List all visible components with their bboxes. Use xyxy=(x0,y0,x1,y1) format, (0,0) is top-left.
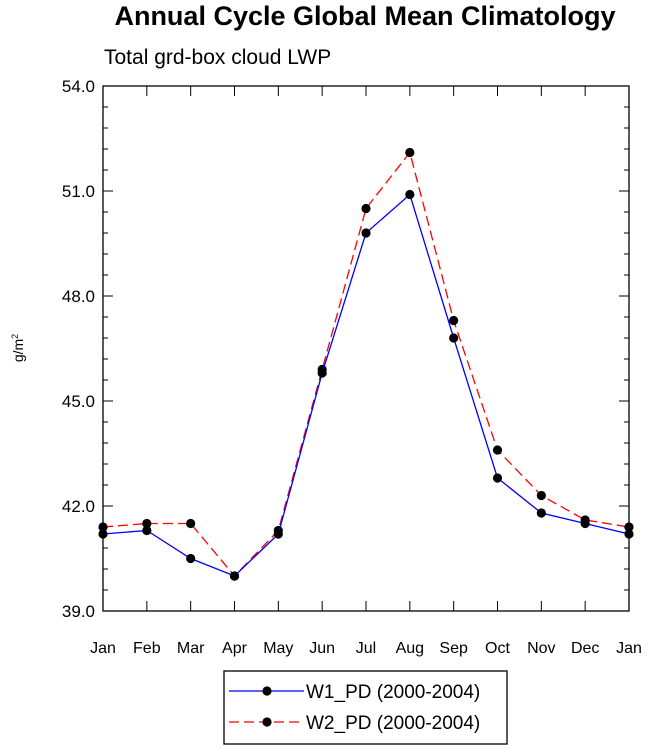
legend-marker-2 xyxy=(262,717,272,727)
series-layer xyxy=(98,147,634,581)
series-1-point xyxy=(449,333,459,343)
series-1-point xyxy=(536,508,546,518)
x-tick-label: Jun xyxy=(309,640,335,657)
x-tick-label: Sep xyxy=(439,640,468,657)
legend-box xyxy=(223,670,508,745)
series-1-point xyxy=(580,518,590,529)
series-1-point xyxy=(361,228,371,238)
series-2-point xyxy=(142,518,152,529)
y-axis-label: g/m2 xyxy=(10,334,26,362)
series-1-point xyxy=(229,571,240,581)
x-tick-label: Aug xyxy=(396,640,424,657)
svg-text:g/m2: g/m2 xyxy=(10,334,26,362)
series-2-point xyxy=(624,522,634,532)
x-tick-label: Mar xyxy=(177,640,205,657)
x-tick-label: Feb xyxy=(133,640,161,657)
y-tick-label: 51.0 xyxy=(62,182,95,201)
y-tick-label: 42.0 xyxy=(62,497,95,516)
chart-title: Annual Cycle Global Mean Climatology xyxy=(114,1,615,31)
y-axis-label-main: g/m xyxy=(10,339,26,362)
x-tick-label: Apr xyxy=(222,640,248,657)
y-tick-label: 39.0 xyxy=(62,602,95,621)
series-line-1 xyxy=(102,193,630,577)
series-1-point xyxy=(492,473,503,483)
series-1-point xyxy=(273,529,283,539)
series-2-point xyxy=(405,147,415,158)
series-1-point xyxy=(98,529,108,539)
series-2-point xyxy=(449,315,459,326)
y-tick-label: 45.0 xyxy=(62,392,95,411)
series-1-point xyxy=(186,553,196,564)
legend-marker-1 xyxy=(262,686,272,696)
series-2-point xyxy=(536,490,546,501)
series-1-point xyxy=(405,189,415,200)
tick-labels: 39.0 42.0 45.0 48.0 51.0 54.0 Jan Feb Mar Apr May J… xyxy=(62,77,642,657)
series-2-point xyxy=(361,203,371,214)
x-tick-label: Jan xyxy=(616,640,642,657)
series-2-point xyxy=(186,518,196,529)
plot-frame xyxy=(102,85,630,612)
series-2-point xyxy=(98,522,108,532)
legend: W1_PD (2000-2004) W2_PD (2000-2004) xyxy=(223,670,508,745)
x-tick-label: Oct xyxy=(485,640,510,657)
series-line-2 xyxy=(102,151,630,577)
plot-area xyxy=(102,85,630,612)
legend-label-2: W2_PD (2000-2004) xyxy=(306,713,480,734)
series-1-point xyxy=(142,525,152,536)
y-axis-label-superscript: 2 xyxy=(10,334,20,339)
x-tick-label: Jul xyxy=(356,640,376,657)
chart-subtitle: Total grd-box cloud LWP xyxy=(104,46,331,69)
x-tick-label: May xyxy=(263,640,293,657)
legend-label-1: W1_PD (2000-2004) xyxy=(306,682,480,703)
series-2-point xyxy=(492,445,503,455)
x-tick-label: Nov xyxy=(527,640,555,657)
series-1-point xyxy=(624,529,634,539)
x-tick-label: Dec xyxy=(571,640,599,657)
series-1-point xyxy=(317,368,327,378)
y-tick-label: 54.0 xyxy=(62,77,95,96)
x-tick-label: Jan xyxy=(90,640,116,657)
y-tick-label: 48.0 xyxy=(62,287,95,306)
